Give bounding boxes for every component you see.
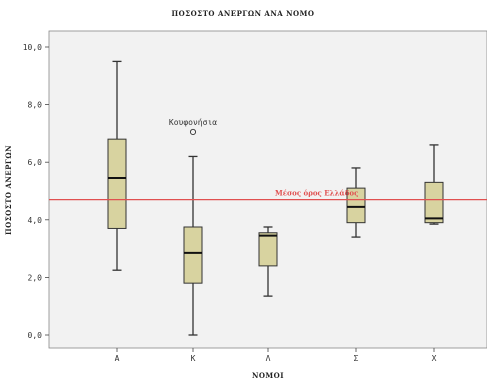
- y-tick-label: 0,0: [28, 331, 43, 340]
- box-Σ: [346, 187, 366, 224]
- x-tick-label: Λ: [266, 354, 271, 363]
- box-Κ: [183, 226, 203, 284]
- y-tick-label: 4,0: [28, 216, 43, 225]
- x-tick-label: Σ: [354, 354, 359, 363]
- box-Α: [107, 138, 127, 229]
- x-tick-label: Χ: [432, 354, 437, 363]
- y-tick-label: 6,0: [28, 158, 43, 167]
- chart-title: ΠΟΣΟΣΤΟ ΑΝΕΡΓΩΝ ΑΝΑ ΝΟΜΟ: [172, 9, 315, 18]
- x-tick-label: Κ: [191, 354, 196, 363]
- y-tick-label: 10,0: [23, 43, 42, 52]
- y-tick-label: 8,0: [28, 101, 43, 110]
- box-Λ: [258, 232, 278, 267]
- reference-line-label: Μέσος όρος Ελλάδος: [275, 189, 358, 198]
- outlier-point: [189, 128, 197, 136]
- x-tick-label: Α: [115, 354, 120, 363]
- outlier-label: Κουφονήσια: [169, 118, 217, 127]
- box-Χ: [424, 181, 444, 224]
- x-axis-label: ΝΟΜΟΙ: [252, 371, 284, 380]
- y-axis-label: ΠΟΣΟΣΤΟ ΑΝΕΡΓΩΝ: [4, 145, 13, 235]
- y-tick-label: 2,0: [28, 273, 43, 282]
